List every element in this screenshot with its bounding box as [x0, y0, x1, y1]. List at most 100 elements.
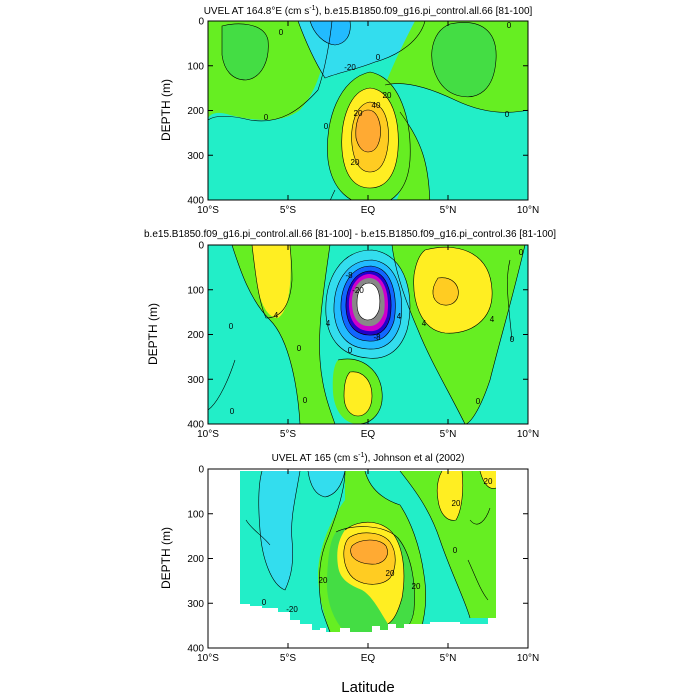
fill-region	[350, 540, 388, 565]
panel-3-y-axis-label: DEPTH (m)	[159, 527, 173, 589]
fill-region	[400, 471, 496, 618]
x-tick-label: 5°S	[280, 653, 297, 664]
y-tick-label: 300	[187, 151, 204, 162]
contour-label: 20	[383, 91, 392, 100]
contour-label: 4	[397, 312, 402, 321]
y-tick-label: 100	[187, 61, 204, 72]
contour-label: 0	[279, 28, 284, 37]
contour-label: 20	[484, 477, 493, 486]
y-tick-label: 400	[187, 420, 204, 431]
contour-label: 20	[319, 576, 328, 585]
contour-label: 4	[274, 311, 279, 320]
y-tick-label: 0	[198, 465, 204, 476]
contour-label: 0	[324, 122, 329, 131]
x-tick-label: 5°S	[280, 429, 297, 440]
y-tick-label: 200	[187, 330, 204, 341]
panel-1-contour-labels: 0 -20 0 20 40 20 0 20 0 0 0	[264, 21, 512, 167]
x-tick-label: EQ	[361, 429, 376, 440]
contour-label: 4	[326, 319, 331, 328]
fill-region	[357, 283, 380, 320]
contour-label: 0	[348, 346, 353, 355]
y-tick-label: 0	[198, 17, 204, 28]
contour-label: 0	[303, 396, 308, 405]
contour-label: 0	[264, 113, 269, 122]
panel-3-plot-area	[240, 471, 496, 632]
contour-label: 20	[354, 109, 363, 118]
contour-label: 40	[372, 101, 381, 110]
x-tick-label: 10°N	[517, 205, 539, 216]
y-tick-label: 300	[187, 375, 204, 386]
panel-1-plot-area	[208, 21, 528, 200]
contour-label: -20	[344, 63, 356, 72]
fill-region	[308, 471, 345, 497]
contour-label: 0	[230, 407, 235, 416]
contour-label: 20	[386, 569, 395, 578]
contour-label: 0	[510, 335, 515, 344]
x-tick-label: 5°N	[440, 653, 457, 664]
fill-region	[252, 245, 291, 318]
x-tick-label: 5°N	[440, 205, 457, 216]
panel-2-title: b.e15.B1850.f09_g16.pi_control.all.66 [8…	[144, 229, 556, 240]
fill-region	[432, 277, 459, 306]
contour-label: 4	[422, 319, 427, 328]
x-tick-label: 10°S	[197, 205, 219, 216]
x-tick-label: 10°N	[517, 653, 539, 664]
y-tick-label: 0	[198, 241, 204, 252]
fill-region	[431, 22, 497, 97]
contour-label: -8	[345, 271, 353, 280]
x-tick-label: 10°N	[517, 429, 539, 440]
contour-label: -20	[286, 605, 298, 614]
fill-region	[258, 471, 300, 590]
contour-label: -8	[373, 333, 381, 342]
panel-1: UVEL AT 164.8°E (cm s-1), b.e15.B1850.f0…	[159, 5, 539, 216]
fill-region	[232, 245, 335, 424]
contour-label: 20	[452, 499, 461, 508]
panel-2: b.e15.B1850.f09_g16.pi_control.all.66 [8…	[144, 229, 556, 440]
contour-label: 0	[519, 248, 524, 257]
contour-label: 0	[453, 546, 458, 555]
fill-region	[310, 21, 351, 45]
panel-2-contour-labels: 4 0 0 4 -8 -20 4 -8 0 4 4 0 0 0 0 0	[229, 248, 524, 416]
contour-label: 0	[297, 344, 302, 353]
panel-2-plot-area	[208, 245, 528, 424]
y-tick-label: 100	[187, 285, 204, 296]
x-tick-label: 5°S	[280, 205, 297, 216]
panel-3: UVEL AT 165 (cm s-1), Johnson et al (200…	[159, 452, 539, 664]
fill-region	[480, 471, 496, 489]
contour-label: 4	[490, 315, 495, 324]
contour-label: 0	[507, 21, 512, 30]
contour-label: 0	[476, 397, 481, 406]
y-tick-label: 100	[187, 509, 204, 520]
x-tick-label: EQ	[361, 205, 376, 216]
fill-region	[344, 371, 372, 416]
contour-label: 0	[229, 322, 234, 331]
y-tick-label: 200	[187, 554, 204, 565]
fill-region	[437, 471, 463, 521]
y-tick-label: 400	[187, 644, 204, 655]
x-tick-label: EQ	[361, 653, 376, 664]
x-axis-label: Latitude	[341, 679, 394, 696]
panel-2-y-axis-label: DEPTH (m)	[146, 303, 160, 365]
panel-3-title: UVEL AT 165 (cm s-1), Johnson et al (200…	[272, 452, 465, 464]
fill-region	[222, 23, 269, 80]
x-tick-label: 5°N	[440, 429, 457, 440]
contour-label: 0	[262, 598, 267, 607]
y-tick-label: 200	[187, 106, 204, 117]
panel-3-contour-labels: -20 20 20 0 20 20 20 0	[262, 477, 493, 614]
contour-label: 20	[412, 582, 421, 591]
contour-label: 0	[376, 53, 381, 62]
contour-label: 0	[505, 110, 510, 119]
x-tick-label: 10°S	[197, 653, 219, 664]
panel-1-y-axis-label: DEPTH (m)	[159, 79, 173, 141]
y-tick-label: 400	[187, 196, 204, 207]
panel-1-title: UVEL AT 164.8°E (cm s-1), b.e15.B1850.f0…	[204, 5, 533, 17]
contour-label: -20	[352, 286, 364, 295]
contour-label: 20	[351, 158, 360, 167]
y-tick-label: 300	[187, 599, 204, 610]
fill-region	[355, 110, 381, 152]
x-tick-label: 10°S	[197, 429, 219, 440]
